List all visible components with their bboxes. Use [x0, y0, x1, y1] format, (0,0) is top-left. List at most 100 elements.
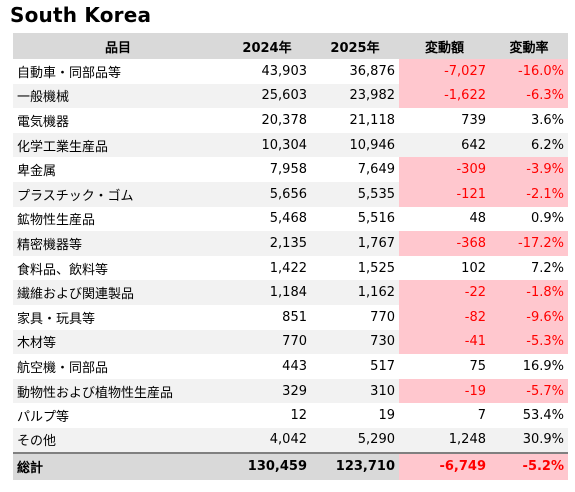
header-row: 品目 2024年 2025年 変動額 変動率	[13, 33, 568, 59]
value-2024-cell: 851	[282, 309, 307, 325]
item-name-cell: 木材等	[17, 336, 57, 352]
item-name-cell: 精密機器等	[17, 237, 83, 253]
table-row: 自動車・同部品等 43,903 36,876 -7,027 -16.0%	[13, 59, 568, 84]
rate-cell: -3.9%	[490, 157, 568, 182]
value-2024-cell: 12	[290, 408, 307, 424]
value-2024-cell: 10,304	[261, 137, 308, 153]
table-row: 航空機・同部品 443 517 75 16.9%	[13, 354, 568, 379]
value-2024-cell: 130,459	[247, 459, 307, 474]
value-2025-cell: 19	[378, 408, 395, 424]
rate-cell: -6.3%	[490, 83, 568, 109]
value-2024-cell: 1,184	[269, 285, 307, 301]
table-row: 卑金属 7,958 7,649 -309 -3.9%	[13, 157, 568, 182]
table-row: その他 4,042 5,290 1,248 30.9%	[13, 427, 568, 453]
value-2025-cell: 123,710	[335, 459, 395, 474]
item-name-cell: 電気機器	[17, 114, 70, 130]
change-cell: -121	[399, 181, 490, 207]
value-2024-cell: 43,903	[261, 63, 308, 79]
item-name-cell: 食料品、飲料等	[17, 262, 109, 278]
value-2024-cell: 20,378	[261, 112, 308, 128]
table-row: 化学工業生産品 10,304 10,946 642 6.2%	[13, 132, 568, 158]
value-2025-cell: 730	[370, 334, 395, 350]
rate-cell: -5.7%	[490, 378, 568, 404]
value-2025-cell: 1,525	[357, 260, 395, 276]
rate-cell: 30.9%	[522, 432, 564, 448]
table-body: 自動車・同部品等 43,903 36,876 -7,027 -16.0% 一般機械 25,6…	[13, 59, 568, 480]
value-2024-cell: 5,656	[269, 186, 307, 202]
value-2024-cell: 4,042	[269, 432, 307, 448]
item-name-cell: プラスチック・ゴム	[17, 188, 134, 204]
change-cell: -22	[399, 280, 490, 305]
table-row: 繊維および関連製品 1,184 1,162 -22 -1.8%	[13, 280, 568, 305]
value-2024-cell: 443	[282, 358, 307, 374]
item-name-cell: その他	[17, 434, 57, 450]
change-cell: -19	[399, 378, 490, 404]
item-name-cell: 化学工業生産品	[17, 139, 109, 155]
table-row: 精密機器等 2,135 1,767 -368 -17.2%	[13, 231, 568, 256]
item-name-cell: 自動車・同部品等	[17, 65, 122, 81]
value-2025-cell: 1,767	[357, 235, 395, 251]
rate-cell: -5.3%	[490, 329, 568, 355]
table-row: 電気機器 20,378 21,118 739 3.6%	[13, 108, 568, 133]
value-2025-cell: 517	[370, 358, 395, 374]
change-cell: 48	[469, 211, 486, 227]
rate-cell: -17.2%	[490, 231, 568, 256]
value-2025-cell: 5,290	[357, 432, 395, 448]
item-name-cell: 総計	[17, 461, 44, 476]
value-2025-cell: 5,535	[357, 186, 395, 202]
table-row: 木材等 770 730 -41 -5.3%	[13, 329, 568, 355]
col-header-change: 変動額	[424, 40, 464, 56]
value-2025-cell: 7,649	[357, 162, 395, 178]
table-row: 食料品、飲料等 1,422 1,525 102 7.2%	[13, 255, 568, 281]
rate-cell: 3.6%	[530, 112, 564, 128]
rate-cell: -1.8%	[490, 280, 568, 305]
change-cell: -6,749	[399, 452, 490, 480]
rate-cell: 53.4%	[522, 408, 564, 424]
item-name-cell: 航空機・同部品	[17, 360, 109, 376]
change-cell: 1,248	[448, 432, 486, 448]
value-2024-cell: 25,603	[261, 88, 308, 104]
total-row: 総計 130,459 123,710 -6,749 -5.2%	[13, 452, 568, 480]
value-2024-cell: 329	[282, 383, 307, 399]
trade-table: 品目 2024年 2025年 変動額 変動率 自動車・同部品等 43,903 36,…	[13, 33, 568, 480]
value-2024-cell: 5,468	[269, 211, 307, 227]
change-cell: 7	[477, 408, 486, 424]
value-2025-cell: 310	[370, 383, 395, 399]
rate-cell: -9.6%	[490, 304, 568, 330]
table-row: 動物性および植物性生産品 329 310 -19 -5.7%	[13, 378, 568, 404]
col-header-item: 品目	[104, 40, 131, 56]
change-cell: -309	[399, 157, 490, 182]
rate-cell: 7.2%	[530, 260, 564, 276]
rate-cell: 0.9%	[530, 211, 564, 227]
rate-cell: -5.2%	[490, 452, 568, 480]
item-name-cell: 鉱物性生産品	[17, 213, 96, 229]
col-header-rate: 変動率	[509, 40, 549, 56]
value-2025-cell: 10,946	[349, 137, 396, 153]
change-cell: 102	[461, 260, 486, 276]
rate-cell: 6.2%	[530, 137, 564, 153]
col-header-2024: 2024年	[242, 40, 292, 56]
table-row: 一般機械 25,603 23,982 -1,622 -6.3%	[13, 83, 568, 109]
value-2025-cell: 36,876	[349, 63, 396, 79]
change-cell: -368	[399, 231, 490, 256]
rate-cell: -16.0%	[490, 59, 568, 84]
item-name-cell: 一般機械	[17, 90, 70, 106]
value-2025-cell: 1,162	[357, 285, 395, 301]
change-cell: -82	[399, 304, 490, 330]
item-name-cell: 家具・玩具等	[17, 311, 96, 327]
table-row: 家具・玩具等 851 770 -82 -9.6%	[13, 304, 568, 330]
table-row: 鉱物性生産品 5,468 5,516 48 0.9%	[13, 206, 568, 232]
item-name-cell: 動物性および植物性生産品	[17, 385, 174, 401]
rate-cell: -2.1%	[490, 181, 568, 207]
table-row: プラスチック・ゴム 5,656 5,535 -121 -2.1%	[13, 181, 568, 207]
change-cell: 75	[469, 358, 486, 374]
value-2024-cell: 2,135	[269, 235, 307, 251]
value-2024-cell: 1,422	[269, 260, 307, 276]
value-2024-cell: 7,958	[269, 162, 307, 178]
item-name-cell: パルプ等	[17, 410, 70, 426]
table-title: South Korea	[10, 3, 152, 27]
change-cell: -41	[399, 329, 490, 355]
change-cell: 739	[461, 112, 486, 128]
item-name-cell: 卑金属	[17, 164, 57, 180]
value-2025-cell: 21,118	[349, 112, 396, 128]
